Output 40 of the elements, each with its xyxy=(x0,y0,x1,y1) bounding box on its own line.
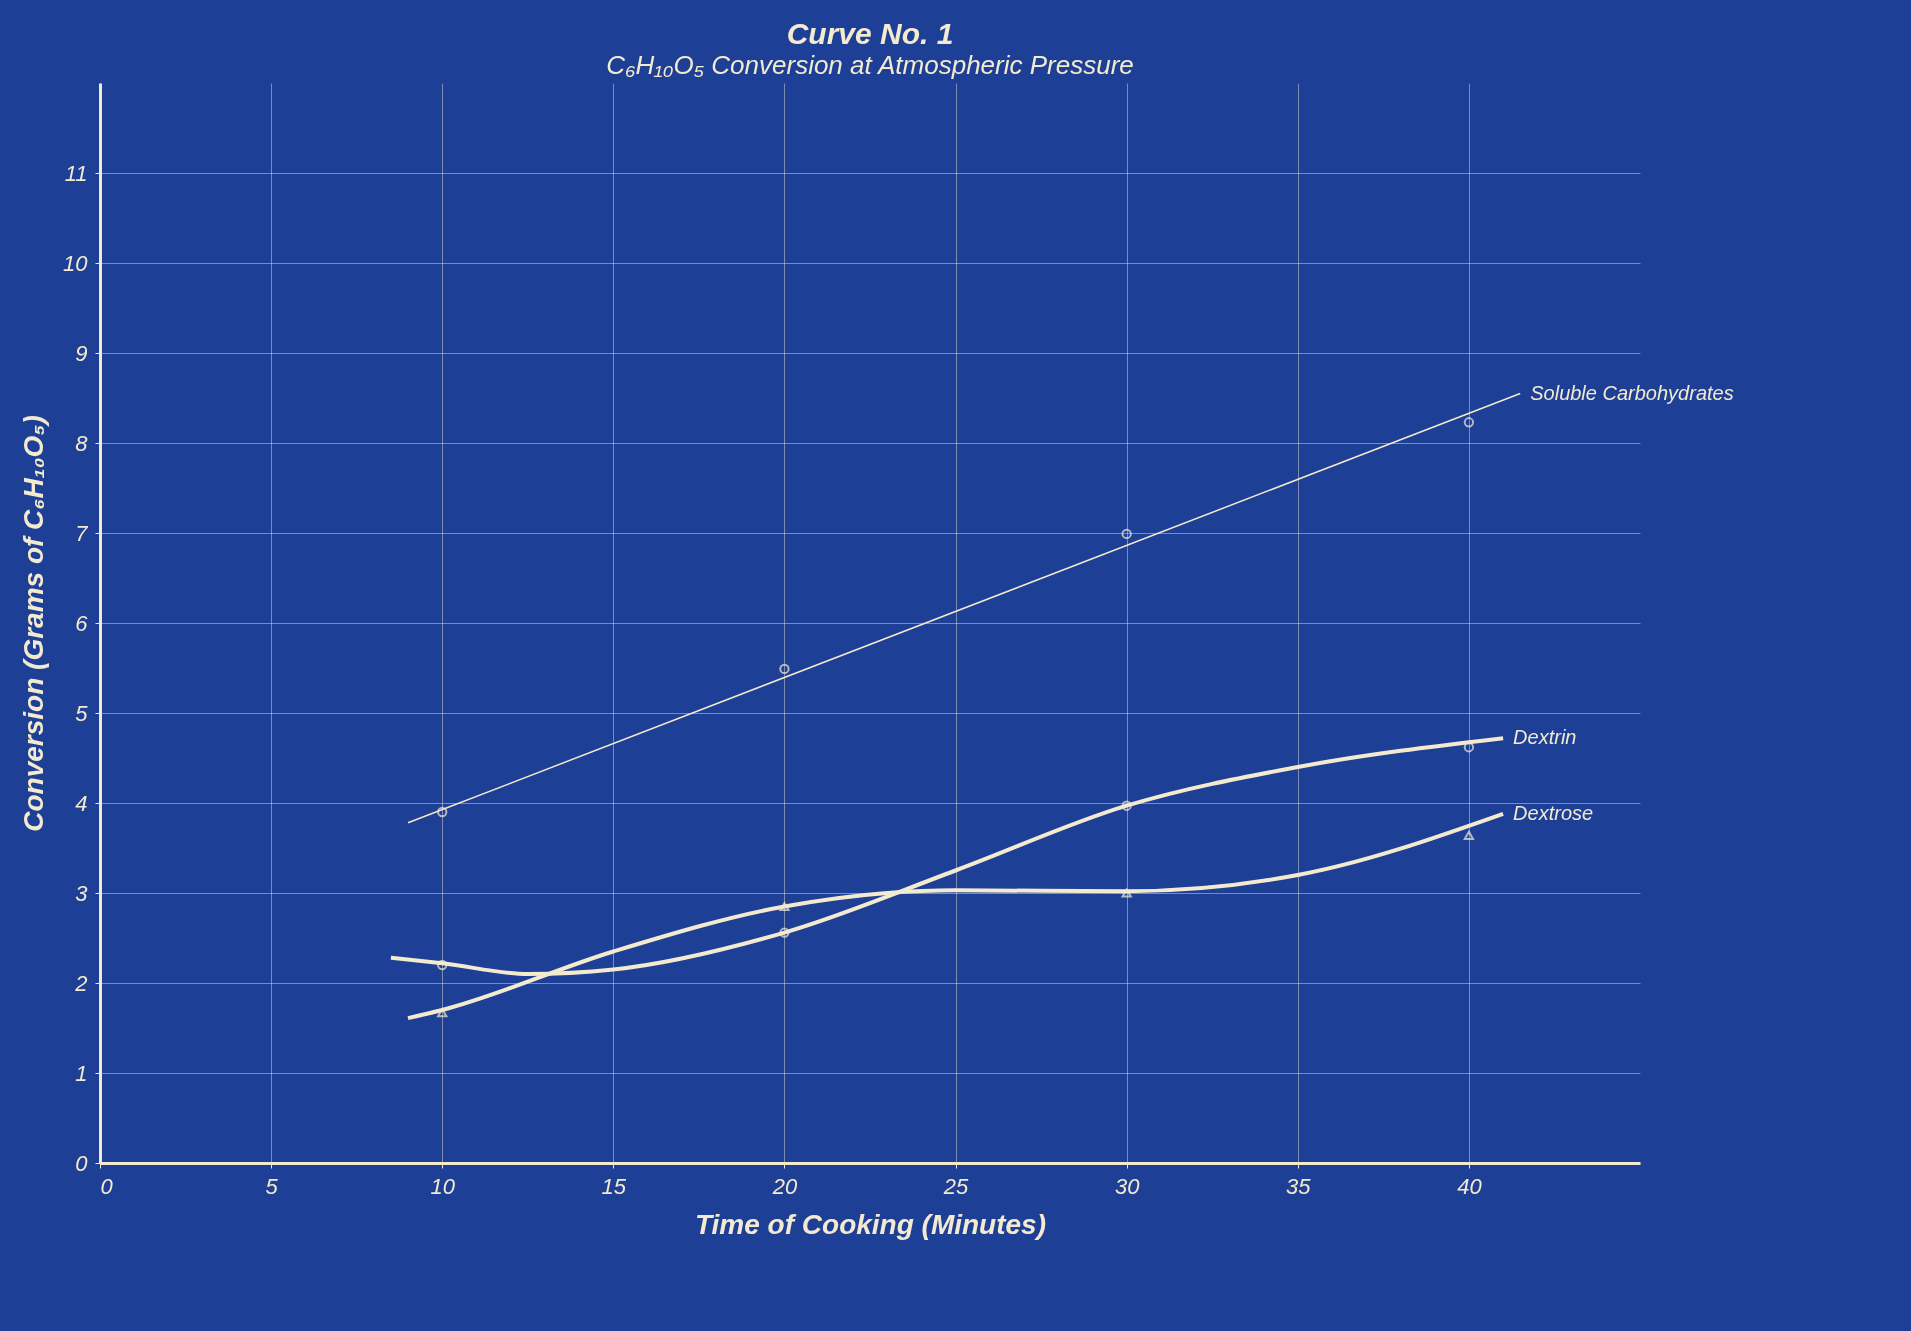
point xyxy=(779,901,790,912)
point xyxy=(437,1008,448,1018)
chart-title: Curve No. 1 xyxy=(786,17,954,50)
point xyxy=(779,663,790,675)
point xyxy=(1463,417,1475,428)
y-tick-label: 0 xyxy=(75,1150,89,1176)
point xyxy=(779,927,790,938)
x-tick-label: 20 xyxy=(771,1173,798,1199)
series-label: Soluble Carbohydrates xyxy=(1530,381,1734,404)
series-label: Dextrose xyxy=(1513,801,1594,824)
x-tick-label: 15 xyxy=(601,1173,627,1199)
point xyxy=(1463,742,1475,753)
x-tick-label: 10 xyxy=(430,1173,456,1199)
y-tick-label: 3 xyxy=(75,880,89,906)
y-tick-label: 1 xyxy=(75,1060,88,1086)
y-tick-label: 2 xyxy=(74,970,88,996)
y-tick-label: 6 xyxy=(75,610,89,636)
y-tick-label: 5 xyxy=(75,700,89,726)
point xyxy=(1121,528,1132,540)
y-tick-label: 7 xyxy=(75,520,89,546)
y-tick-label: 8 xyxy=(75,430,89,456)
x-axis-title: Time of Cooking (Minutes) xyxy=(694,1208,1047,1240)
y-tick-label: 11 xyxy=(64,160,88,186)
y-tick-label: 9 xyxy=(75,340,88,366)
point xyxy=(437,806,448,818)
x-tick-label: 25 xyxy=(942,1173,970,1199)
x-tick-label: 30 xyxy=(1114,1173,1141,1199)
y-tick-label: 10 xyxy=(63,250,89,276)
point xyxy=(1463,830,1475,841)
chart-subtitle: C₆H₁₀O₅ Conversion at Atmospheric Pressure xyxy=(606,50,1134,80)
x-tick-label: 40 xyxy=(1457,1173,1483,1199)
x-tick-label: 5 xyxy=(265,1173,279,1199)
point xyxy=(1121,888,1132,898)
series-label: Dextrin xyxy=(1513,726,1577,749)
point xyxy=(437,959,448,971)
y-tick-label: 4 xyxy=(75,790,88,816)
point xyxy=(1121,800,1132,811)
x-tick-label: 0 xyxy=(100,1173,114,1199)
x-tick-label: 35 xyxy=(1286,1173,1312,1199)
y-axis-title: Conversion (Grams of C₆H₁₀O₅) xyxy=(18,415,50,832)
